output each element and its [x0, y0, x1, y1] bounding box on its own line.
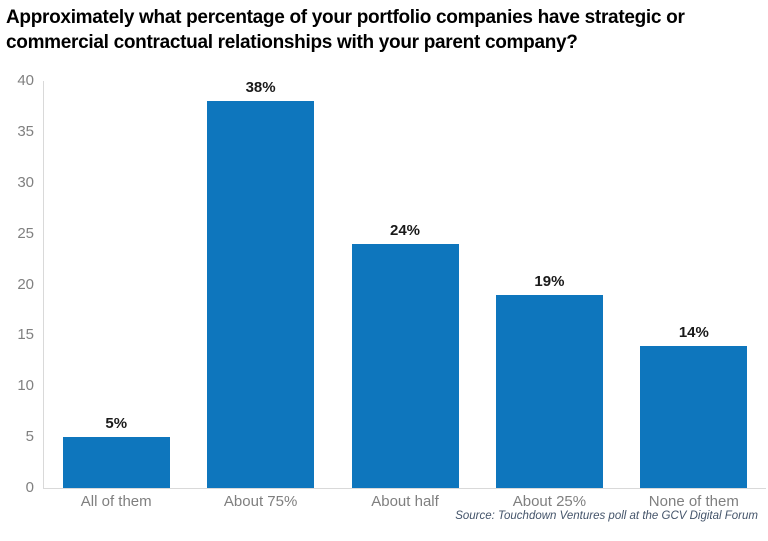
y-axis-tick-label: 20 [17, 275, 34, 293]
x-axis-label: About half [371, 493, 439, 510]
x-axis-label: About 75% [223, 493, 298, 510]
bar-slot: 38% About 75% [188, 79, 332, 510]
bar [640, 345, 748, 488]
plot-area: 5% All of them 38% About 75% 24% About half 19… [43, 79, 766, 510]
chart-title: Approximately what percentage of your po… [6, 5, 685, 55]
x-axis-label: All of them [80, 493, 152, 510]
source-note: Source: Touchdown Ventures poll at the G… [455, 510, 758, 522]
bar [351, 243, 459, 488]
chart-title-line-2: commercial contractual relationships wit… [6, 32, 578, 53]
x-axis-label: About 25% [512, 493, 587, 510]
y-axis-tick-label: 40 [17, 72, 34, 89]
bar [207, 101, 315, 488]
bar-value-label: 14% [678, 323, 709, 341]
y-axis-tick-label: 15 [17, 326, 34, 344]
y-axis-tick-label: 30 [17, 173, 34, 191]
bar-value-label: 24% [390, 221, 421, 239]
chart-title-line-1: Approximately what percentage of your po… [6, 7, 685, 28]
x-axis-label: None of them [648, 493, 739, 510]
y-axis-tick-label: 5 [25, 428, 34, 446]
bar [62, 437, 170, 488]
y-axis-tick-label: 35 [17, 122, 34, 140]
bar [495, 294, 603, 488]
bar-slot: 5% All of them [44, 81, 188, 510]
bar-slot: 24% About half [333, 81, 477, 510]
y-axis-tick-label: 10 [17, 377, 34, 395]
bar-value-label: 19% [534, 272, 565, 290]
bar-slot: 19% About 25% [477, 81, 621, 510]
bar-slot: 14% None of them [622, 81, 766, 510]
y-axis-tick-label: 0 [25, 479, 34, 496]
y-axis-tick-label: 25 [17, 224, 34, 242]
bar-value-label: 5% [105, 415, 128, 433]
bar-value-label: 38% [245, 79, 276, 97]
